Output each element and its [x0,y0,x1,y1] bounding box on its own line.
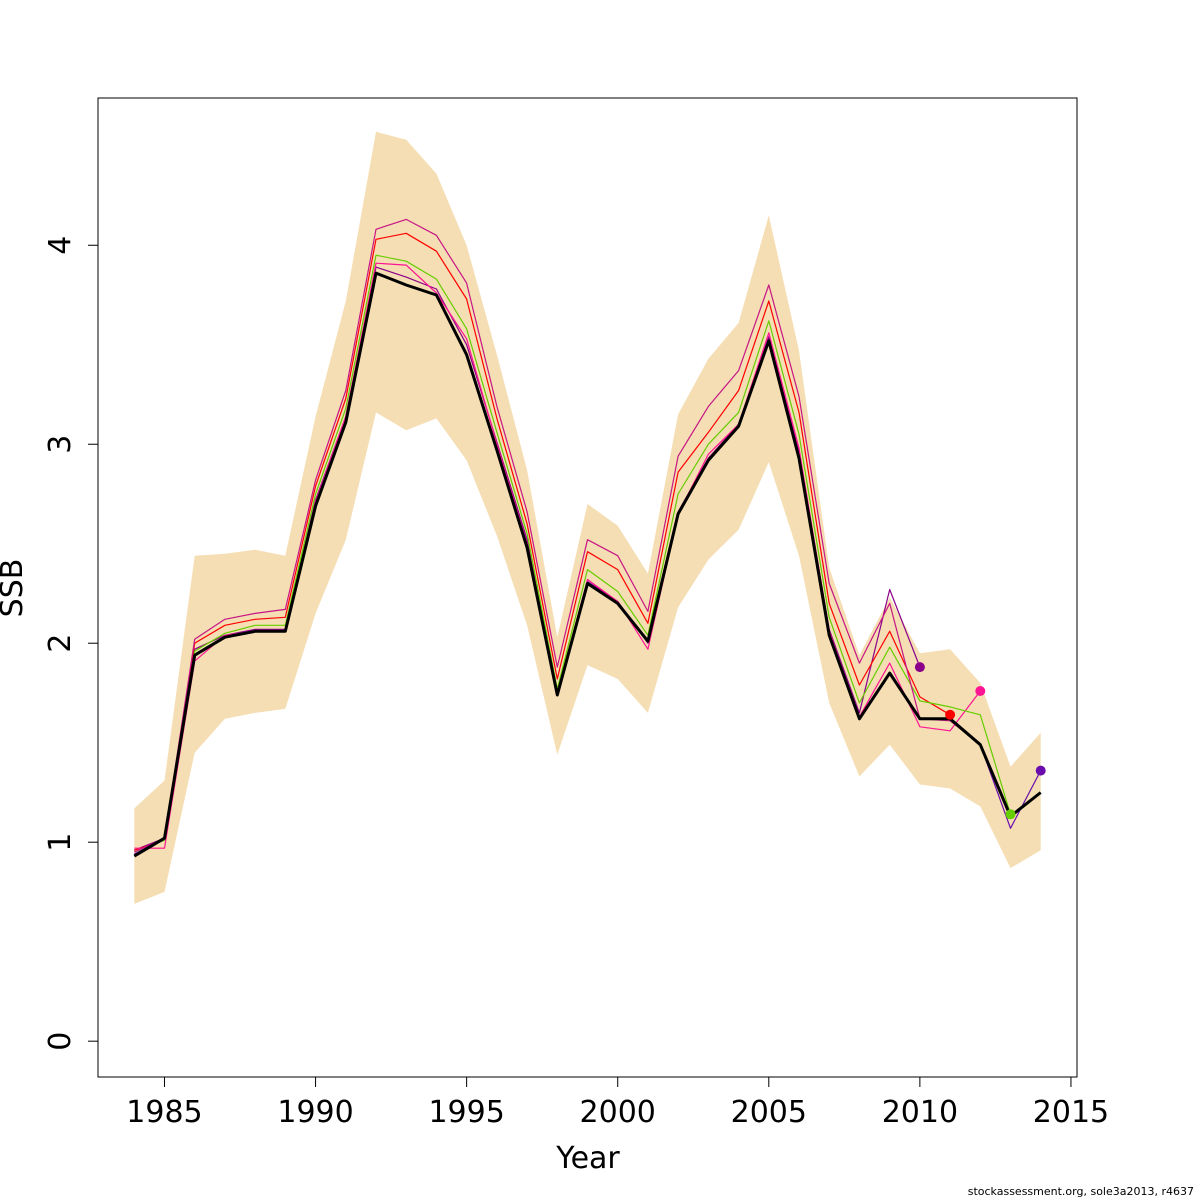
y-tick-label: 1 [43,833,78,852]
series-layer [133,218,1042,858]
series-line-retro-5 [134,218,1012,853]
y-tick-label: 0 [43,1032,78,1051]
y-tick-label: 4 [43,236,78,255]
y-tick-label: 2 [43,634,78,653]
y-axis-title: SSB [0,559,30,618]
confidence-band [134,131,1041,904]
x-tick-label: 1995 [428,1095,504,1130]
confidence-band-layer [134,131,1041,904]
terminal-point-2010 [914,662,925,673]
terminal-point-2011 [945,709,956,720]
series-line-retro-2 [134,232,951,851]
series-line-retro-4 [134,254,1012,853]
terminal-points-layer [914,662,1046,820]
terminal-point-2014 [1035,765,1046,776]
x-tick-label: 1985 [126,1095,202,1130]
y-axis: 0 1 2 3 4 [43,236,99,1051]
x-axis: 1985 1990 1995 2000 2005 2010 2015 [126,1076,1109,1130]
x-tick-label: 2010 [882,1095,958,1130]
x-axis-title: Year [555,1141,620,1176]
credit-footer: stockassessment.org, sole3a2013, r4637 [967,1185,1194,1198]
terminal-point-2012 [975,686,986,696]
x-tick-label: 2000 [580,1095,656,1130]
x-tick-label: 1990 [277,1095,353,1130]
x-tick-label: 2015 [1033,1095,1109,1130]
series-line-main [133,271,1042,858]
x-tick-label: 2005 [731,1095,807,1130]
y-tick-label: 3 [43,435,78,454]
terminal-point-2013 [1005,809,1016,820]
